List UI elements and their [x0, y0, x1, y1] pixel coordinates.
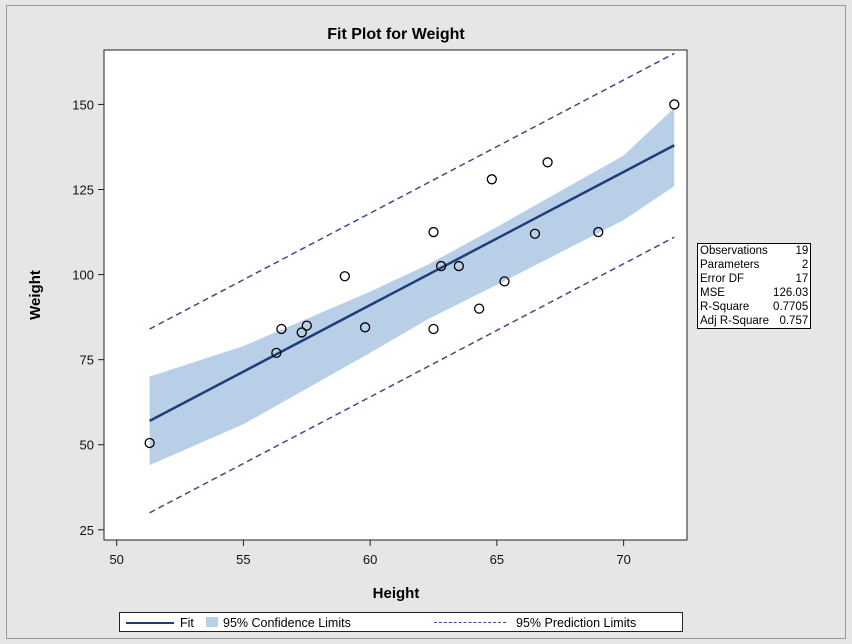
legend-confidence-label: 95% Confidence Limits	[223, 616, 351, 630]
chart-title: Fit Plot for Weight	[327, 26, 465, 43]
stat-value: 0.757	[779, 315, 809, 327]
x-tick-label: 50	[109, 552, 123, 567]
data-point	[435, 260, 447, 272]
y-tick-label: 50	[80, 438, 94, 453]
legend-fit-label: Fit	[180, 616, 194, 630]
data-point	[453, 260, 465, 272]
y-tick-label: 100	[72, 268, 94, 283]
stat-label: Adj R-Square	[700, 315, 770, 327]
stat-value: 126.03	[773, 287, 809, 299]
data-point	[529, 228, 541, 239]
stat-label: Observations	[700, 245, 768, 257]
x-tick-label: 60	[363, 552, 377, 567]
stat-row: Observations 19	[698, 244, 811, 259]
x-tick-label: 65	[490, 552, 504, 567]
data-point	[669, 99, 680, 110]
legend: Fit 95% Confidence Limits 95% Prediction…	[119, 612, 683, 632]
data-point	[271, 347, 282, 358]
x-tick-label: 55	[236, 552, 250, 567]
stat-label: MSE	[700, 287, 725, 299]
stat-row: Adj R-Square 0.757	[698, 314, 811, 329]
stat-value: 0.7705	[773, 301, 809, 313]
data-point	[144, 437, 155, 449]
data-point	[276, 323, 287, 335]
data-point	[428, 323, 439, 335]
plot-area	[103, 49, 688, 541]
data-point	[301, 320, 312, 331]
legend-prediction-label: 95% Prediction Limits	[516, 616, 637, 630]
data-point	[359, 322, 371, 333]
fit-line	[149, 144, 675, 423]
data-point	[499, 276, 510, 287]
x-axis-label: Height	[373, 585, 420, 602]
stat-value: 19	[795, 245, 809, 257]
confidence-band	[149, 107, 675, 466]
legend-fit-swatch	[126, 622, 174, 624]
stat-label: Parameters	[700, 259, 760, 271]
stat-row: Error DF 17	[698, 272, 811, 286]
stat-row: MSE 126.03	[698, 286, 811, 300]
data-point	[473, 303, 485, 314]
stat-label: Error DF	[700, 273, 745, 285]
legend-confidence-swatch	[206, 617, 218, 627]
stat-row: Parameters 2	[698, 258, 811, 272]
x-tick-label: 70	[616, 552, 630, 567]
fit-statistics-table: Observations 19 Parameters 2 Error DF 17 MSE 12…	[697, 243, 812, 329]
stat-value: 17	[795, 273, 809, 285]
prediction-limit-lower	[149, 236, 675, 514]
y-tick-label: 150	[72, 97, 94, 112]
y-tick-label: 25	[80, 523, 94, 538]
y-tick-label: 125	[72, 183, 94, 198]
y-axis-label: Weight	[27, 270, 44, 320]
data-point	[339, 271, 350, 282]
figure-frame	[6, 5, 846, 639]
data-point	[593, 226, 604, 238]
stat-value: 2	[801, 259, 809, 271]
y-tick-label: 75	[80, 353, 94, 368]
prediction-limit-upper	[149, 52, 675, 330]
data-point	[296, 327, 307, 338]
data-point	[428, 226, 439, 238]
data-point	[486, 174, 497, 185]
data-point	[542, 157, 553, 168]
legend-prediction-swatch	[434, 622, 506, 623]
stat-row: R-Square 0.7705	[698, 300, 811, 314]
stat-label: R-Square	[700, 301, 750, 313]
